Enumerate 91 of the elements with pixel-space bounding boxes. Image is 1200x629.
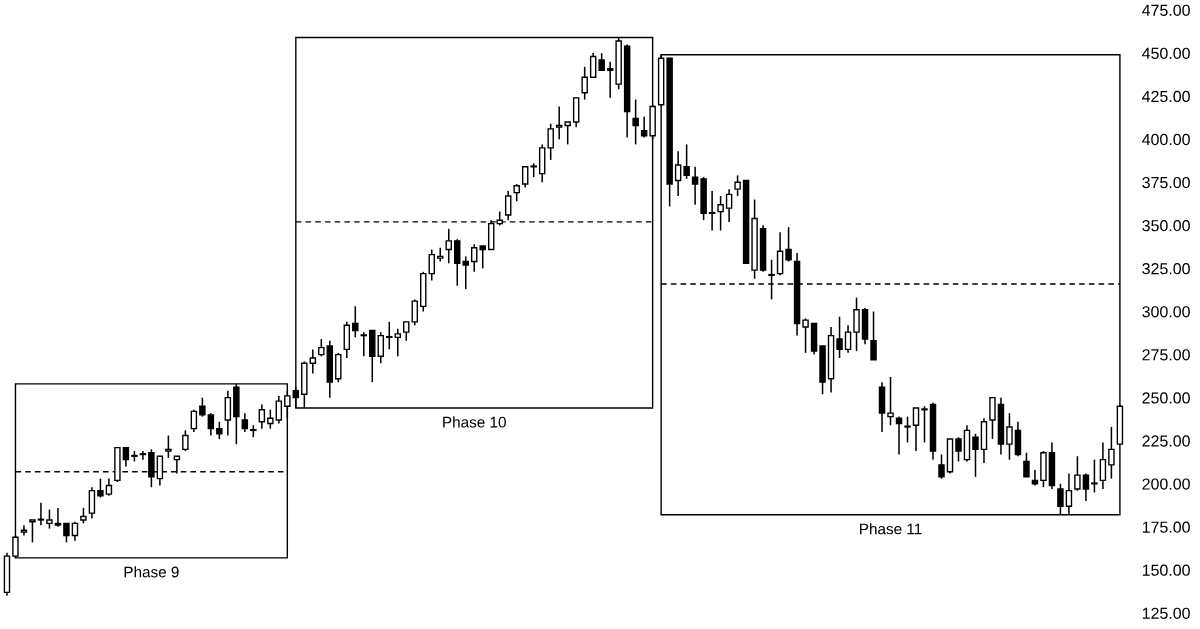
candlestick — [479, 245, 486, 270]
candlestick — [190, 408, 198, 433]
candlestick — [853, 296, 860, 352]
candlestick — [453, 238, 461, 287]
candlestick — [199, 396, 206, 418]
candlestick — [504, 190, 512, 221]
candlestick — [394, 327, 402, 358]
candlestick — [258, 403, 266, 430]
candlestick — [674, 150, 682, 197]
annotation: Phase 9 — [124, 566, 179, 578]
candlestick — [37, 501, 45, 526]
candlestick — [912, 407, 920, 452]
candlestick — [88, 486, 96, 520]
candlestick — [734, 174, 741, 197]
y-tick-label: 475.00 — [1142, 4, 1190, 16]
candlestick — [887, 376, 894, 426]
y-tick-label: 450.00 — [1142, 47, 1190, 60]
candlestick — [989, 396, 996, 440]
candlestick — [63, 522, 70, 544]
candlestick — [1082, 472, 1090, 502]
candlestick — [437, 246, 444, 263]
candlestick — [844, 324, 852, 354]
candlestick — [555, 105, 563, 140]
y-tick-label: 250.00 — [1142, 392, 1190, 404]
y-tick-label: 225.00 — [1142, 435, 1190, 447]
y-tick-label: 375.00 — [1142, 176, 1190, 189]
candlestick — [725, 188, 733, 223]
candlestick — [207, 412, 215, 437]
candlestick — [547, 122, 554, 161]
candlestick — [267, 408, 274, 430]
candlestick — [836, 315, 843, 359]
candlestick — [938, 453, 945, 480]
annotation: Phase 10 — [443, 416, 506, 428]
candlestick — [785, 226, 792, 263]
candlestick — [122, 446, 130, 468]
candlestick — [428, 248, 435, 282]
candlestick — [309, 348, 317, 375]
candlestick — [462, 255, 469, 290]
candlestick — [955, 436, 962, 463]
candlestick — [139, 450, 147, 461]
candlestick — [1006, 412, 1013, 461]
y-tick-label: 300.00 — [1142, 306, 1190, 318]
candlestick — [224, 389, 232, 437]
candlestick — [470, 243, 478, 273]
candlestick — [564, 121, 571, 146]
candlestick — [606, 60, 614, 99]
candlestick — [377, 331, 385, 364]
candlestick — [275, 395, 283, 425]
candlestick — [1091, 458, 1098, 494]
y-tick-label: 125.00 — [1142, 607, 1190, 619]
candlestick — [1074, 455, 1081, 492]
candlestick — [403, 321, 410, 342]
candlestick — [632, 98, 639, 146]
candlestick — [71, 520, 79, 542]
y-tick-label: 400.00 — [1142, 133, 1190, 146]
candlestick — [29, 519, 36, 544]
candlestick — [521, 166, 529, 189]
candlestick — [581, 66, 588, 101]
y-tick-label: 200.00 — [1142, 478, 1190, 490]
candlestick — [1099, 441, 1107, 490]
candlestick — [182, 429, 189, 452]
candlestick — [776, 231, 784, 277]
candlestick — [1023, 452, 1030, 478]
candlestick — [589, 52, 597, 78]
candlestick — [683, 143, 690, 180]
candlestick — [1108, 426, 1115, 480]
candlestick — [97, 477, 104, 499]
candlestick — [972, 433, 979, 478]
candlestick — [352, 305, 359, 339]
candlestick — [54, 507, 62, 528]
y-tick-label: 175.00 — [1142, 521, 1190, 533]
candlestick — [165, 434, 172, 459]
candlestick — [445, 228, 452, 265]
y-tick-label: 425.00 — [1142, 90, 1190, 103]
y-tick-label: 350.00 — [1142, 219, 1190, 232]
y-tick-label: 150.00 — [1142, 564, 1190, 576]
candlestick — [241, 412, 249, 433]
candlestick — [46, 508, 53, 530]
candlestick — [691, 166, 699, 206]
annotation: Phase 11 — [860, 523, 922, 535]
candlestick — [904, 415, 911, 444]
candlestick — [708, 190, 716, 232]
y-tick-label: 275.00 — [1142, 349, 1190, 361]
candlestick — [360, 331, 368, 358]
candlestick — [921, 405, 928, 444]
candlestick — [386, 321, 393, 351]
candlestick — [870, 310, 877, 361]
candlestick — [717, 195, 724, 232]
candlestick — [802, 317, 809, 354]
candlestick — [411, 298, 419, 327]
y-tick-label: 325.00 — [1142, 263, 1190, 275]
